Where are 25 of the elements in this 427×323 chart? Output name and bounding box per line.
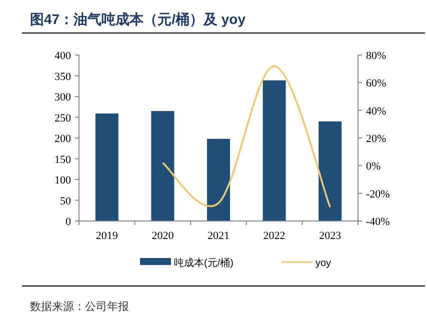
x-tick-label: 2020 — [152, 230, 174, 242]
x-tick-label: 2019 — [96, 230, 118, 242]
y-tick-label: 350 — [54, 70, 72, 83]
y2-tick-label: 80% — [366, 50, 386, 62]
y2-tick-label: 20% — [366, 133, 386, 145]
chart-title: 图47：油气吨成本（元/桶）及 yoy — [30, 11, 246, 27]
y2-tick-label: 60% — [366, 78, 386, 90]
x-tick-label: 2022 — [263, 230, 286, 242]
x-tick-label: 2023 — [319, 230, 342, 242]
y-tick-label: 150 — [54, 154, 72, 166]
y-tick-label: 200 — [54, 133, 72, 145]
source-note: 数据来源：公司年报 — [30, 300, 129, 313]
y-tick-label: 250 — [54, 112, 72, 124]
y-tick-label: 50 — [60, 195, 72, 208]
legend-label: 吨成本(元/桶) — [174, 257, 234, 269]
y-tick-label: 100 — [54, 174, 72, 186]
y-tick-label: 300 — [54, 92, 72, 104]
y-tick-label: 400 — [54, 50, 72, 62]
y2-tick-label: 40% — [366, 105, 386, 118]
x-tick-label: 2021 — [208, 230, 230, 242]
y2-tick-label: 0% — [366, 160, 381, 173]
y2-tick-label: -20% — [366, 188, 390, 200]
y-tick-label: 0 — [66, 216, 72, 228]
legend-label: yoy — [315, 258, 332, 269]
y2-tick-label: -40% — [366, 216, 390, 228]
